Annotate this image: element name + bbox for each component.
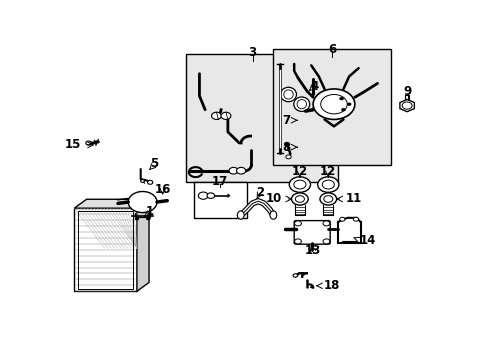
Circle shape (85, 141, 91, 145)
Circle shape (353, 217, 358, 221)
Polygon shape (74, 208, 137, 291)
Circle shape (319, 193, 336, 205)
Circle shape (317, 177, 338, 192)
Circle shape (211, 112, 221, 120)
Text: 6: 6 (327, 43, 336, 56)
Ellipse shape (283, 90, 293, 99)
Circle shape (198, 192, 208, 199)
Text: 18: 18 (323, 279, 339, 292)
Text: 15: 15 (64, 139, 81, 152)
Bar (78, 211, 133, 288)
Ellipse shape (269, 211, 276, 219)
Ellipse shape (280, 87, 296, 102)
Circle shape (146, 217, 150, 220)
Bar (193, 182, 246, 218)
Text: 7: 7 (282, 114, 290, 127)
Polygon shape (74, 199, 149, 208)
Text: 9: 9 (403, 85, 411, 98)
Polygon shape (399, 99, 413, 112)
Text: 3: 3 (248, 46, 256, 59)
Text: 10: 10 (265, 193, 281, 206)
Circle shape (292, 274, 297, 277)
Circle shape (135, 217, 139, 220)
Circle shape (236, 167, 245, 174)
Circle shape (322, 180, 334, 189)
Circle shape (206, 193, 214, 198)
Circle shape (339, 97, 343, 100)
Bar (273, 49, 390, 165)
Circle shape (285, 155, 290, 159)
Text: 12: 12 (291, 165, 307, 178)
Circle shape (147, 180, 153, 184)
Circle shape (294, 221, 301, 226)
Circle shape (294, 239, 301, 244)
Circle shape (291, 193, 307, 205)
Circle shape (401, 102, 411, 109)
Circle shape (228, 167, 238, 174)
Bar (186, 54, 337, 182)
Text: 5: 5 (149, 157, 158, 170)
Circle shape (128, 192, 157, 212)
Circle shape (295, 195, 304, 202)
Circle shape (293, 180, 305, 189)
Text: 11: 11 (346, 193, 362, 206)
Text: 4: 4 (309, 80, 318, 93)
Text: 17: 17 (212, 175, 228, 188)
Circle shape (339, 217, 344, 221)
Ellipse shape (293, 97, 309, 111)
Circle shape (323, 195, 332, 202)
Circle shape (320, 94, 346, 114)
Circle shape (289, 177, 310, 192)
Circle shape (323, 239, 329, 244)
Circle shape (312, 89, 354, 120)
Circle shape (221, 112, 230, 120)
Text: 1: 1 (146, 205, 154, 218)
Text: 13: 13 (305, 244, 321, 257)
FancyBboxPatch shape (294, 221, 329, 244)
Ellipse shape (237, 211, 244, 219)
Text: 2: 2 (256, 186, 264, 199)
Polygon shape (137, 199, 149, 291)
Text: 8: 8 (282, 141, 290, 154)
Text: 16: 16 (154, 183, 170, 196)
Text: 14: 14 (359, 234, 375, 247)
Circle shape (341, 108, 345, 111)
Circle shape (323, 221, 329, 226)
Circle shape (141, 180, 144, 183)
Text: 12: 12 (320, 165, 336, 178)
Ellipse shape (296, 100, 306, 109)
Circle shape (346, 103, 351, 106)
